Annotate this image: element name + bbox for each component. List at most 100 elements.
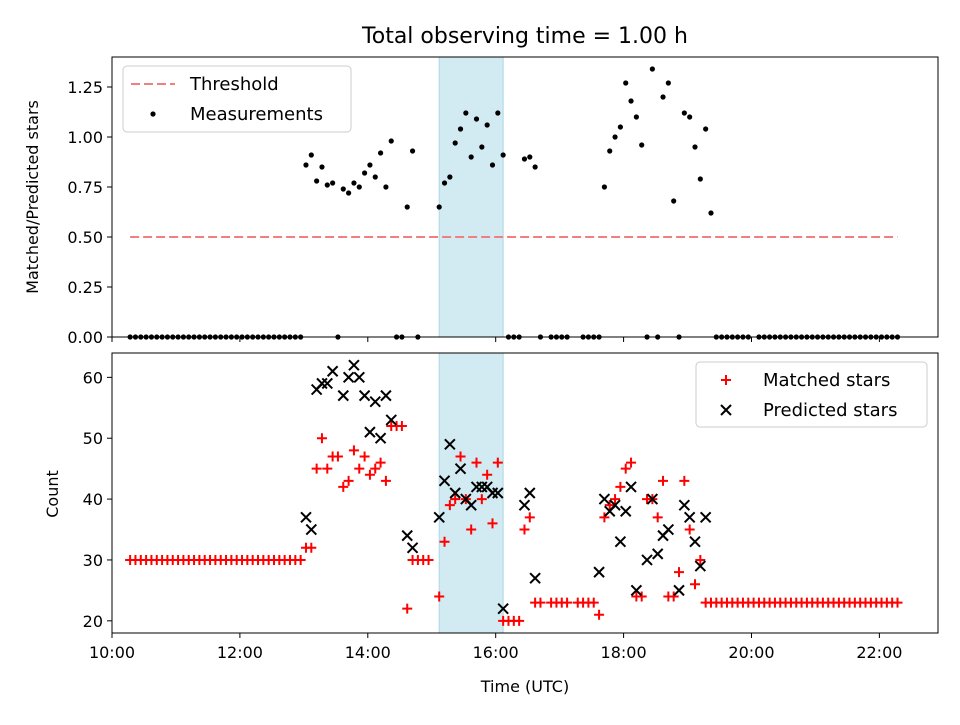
predicted-star-point	[689, 535, 701, 548]
predicted-star-point	[364, 426, 376, 438]
matched-star-point	[892, 597, 903, 608]
measurement-point	[340, 186, 346, 192]
matched-star-point	[375, 457, 386, 468]
predicted-star-point	[598, 493, 611, 505]
legend-box	[122, 65, 352, 133]
measurement-point	[633, 114, 639, 120]
predicted-star-point	[518, 499, 531, 511]
predicted-star-point	[337, 389, 349, 402]
x-axis-label: Time (UTC)	[480, 677, 569, 696]
measurement-point	[489, 162, 496, 168]
legend-predicted-label: Predicted stars	[763, 400, 897, 421]
predicted-star-point	[385, 414, 397, 426]
y-tick-label: 1.25	[67, 78, 103, 97]
measurement-point	[436, 204, 442, 210]
measurement-point	[623, 80, 629, 86]
measurement-point	[660, 94, 666, 100]
matched-star-point	[668, 591, 679, 602]
measurement-point	[628, 98, 634, 104]
predicted-star-point	[326, 365, 339, 377]
measurement-point	[346, 190, 352, 196]
predicted-star-point	[369, 395, 381, 408]
predicted-star-point	[401, 529, 413, 542]
measurement-point	[532, 164, 538, 170]
observing-interval-shade	[438, 56, 504, 338]
measurement-point	[468, 154, 474, 160]
matched-star-point	[615, 481, 626, 492]
measurement-point	[314, 178, 320, 184]
matched-star-point	[444, 500, 455, 511]
measurement-point	[649, 66, 655, 72]
matched-star-point	[695, 554, 706, 565]
matched-star-point	[588, 597, 599, 608]
series-1	[300, 359, 712, 615]
measurement-point	[351, 180, 357, 186]
y-tick-label: 20	[83, 612, 103, 631]
measurement-point	[330, 180, 336, 186]
predicted-star-point	[630, 584, 643, 597]
measurement-point	[377, 150, 384, 156]
measurement-point	[692, 144, 698, 150]
predicted-star-point	[342, 371, 355, 384]
matched-star-point	[514, 615, 525, 626]
matched-star-point	[450, 494, 461, 505]
matched-star-point	[364, 469, 375, 480]
matched-star-point	[689, 579, 700, 590]
matched-star-point	[620, 463, 631, 474]
axes-frame	[111, 352, 939, 634]
measurement-point	[441, 180, 448, 186]
matched-star-point	[482, 469, 493, 480]
x-tick-label: 18:00	[601, 643, 647, 662]
matched-star-point	[604, 500, 615, 511]
matched-star-point	[626, 457, 637, 468]
y-tick-label: 0.75	[67, 178, 103, 197]
predicted-star-point	[444, 438, 456, 451]
legend-predicted-swatch	[720, 404, 732, 416]
predicted-star-point	[683, 511, 696, 524]
predicted-star-point	[673, 584, 685, 597]
matched-star-point	[316, 433, 327, 444]
measurement-point	[708, 210, 714, 216]
measurement-point	[671, 198, 677, 204]
matched-star-point	[684, 524, 695, 535]
matched-star-point	[674, 567, 685, 578]
matched-star-point	[636, 591, 647, 602]
x-tick-label: 12:00	[217, 643, 263, 662]
x-tick-label: 20:00	[728, 643, 774, 662]
matched-star-point	[476, 494, 487, 505]
predicted-star-point	[353, 371, 365, 384]
matched-star-point	[455, 451, 466, 462]
series-0	[125, 421, 903, 626]
predicted-star-point	[529, 572, 541, 584]
matched-star-point	[652, 512, 663, 523]
measurement-point	[500, 152, 506, 158]
matched-star-point	[599, 512, 610, 523]
predicted-star-point	[300, 511, 312, 524]
measurement-point	[521, 156, 528, 162]
predicted-star-point	[492, 487, 504, 499]
predicted-star-point	[305, 523, 318, 536]
measurement-point	[409, 148, 416, 154]
matched-star-point	[311, 463, 322, 474]
top-legend: Threshold Measurements	[122, 65, 352, 133]
measurement-point	[356, 184, 362, 190]
predicted-star-point	[497, 602, 509, 615]
predicted-star-point	[678, 499, 691, 511]
measurement-point	[687, 114, 693, 120]
matched-star-point	[370, 463, 381, 474]
matched-star-point	[348, 445, 359, 456]
measurement-point	[383, 184, 389, 190]
measurement-point	[372, 174, 378, 180]
bottom-legend: Matched stars Predicted stars	[695, 361, 928, 428]
measurement-point	[452, 140, 458, 146]
matched-star-point	[471, 457, 482, 468]
measurement-point	[457, 126, 464, 132]
measurement-point	[367, 162, 373, 168]
matched-star-point	[562, 597, 573, 608]
predicted-star-point	[625, 481, 637, 493]
predicted-star-point	[609, 499, 621, 511]
predicted-star-point	[454, 462, 467, 475]
legend-measurement-label: Measurements	[190, 104, 323, 125]
measurement-point	[463, 110, 469, 116]
